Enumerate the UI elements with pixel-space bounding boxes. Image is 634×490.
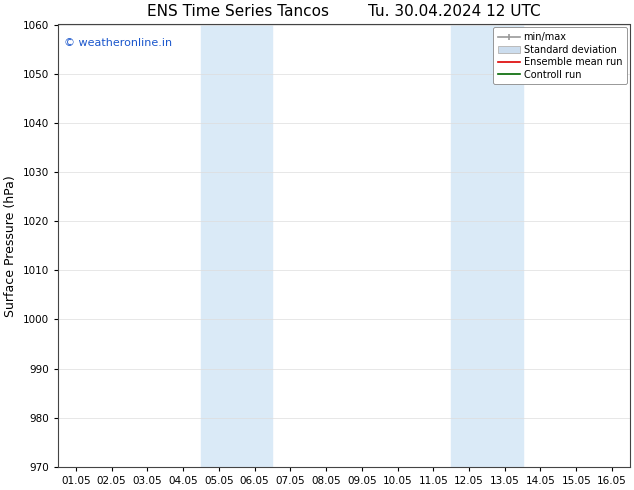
Bar	[201, 24, 273, 467]
Bar	[451, 24, 522, 467]
Y-axis label: Surface Pressure (hPa): Surface Pressure (hPa)	[4, 175, 17, 317]
Text: © weatheronline.in: © weatheronline.in	[64, 38, 172, 48]
Title: ENS Time Series Tancos        Tu. 30.04.2024 12 UTC: ENS Time Series Tancos Tu. 30.04.2024 12…	[147, 4, 541, 19]
Legend: min/max, Standard deviation, Ensemble mean run, Controll run: min/max, Standard deviation, Ensemble me…	[493, 27, 627, 84]
